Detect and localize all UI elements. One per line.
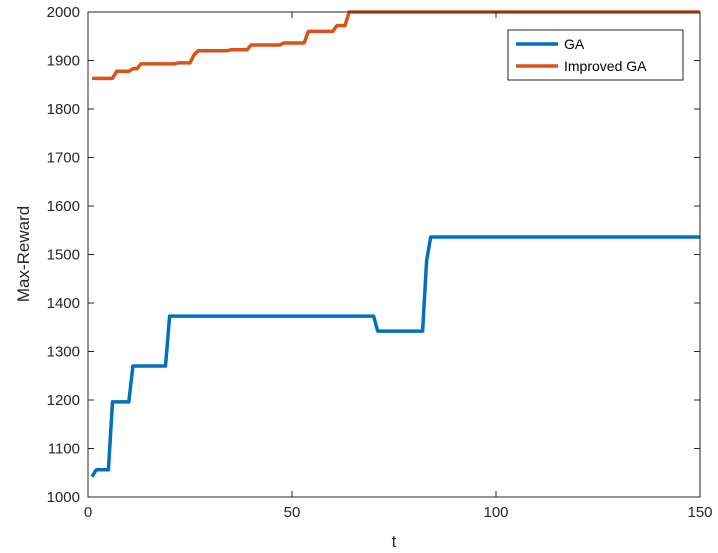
series-layer: [90, 10, 700, 478]
x-tick-label: 150: [687, 504, 712, 521]
x-tick-label: 100: [483, 504, 508, 521]
legend-label-0: GA: [564, 36, 585, 52]
y-tick-label: 1000: [47, 489, 80, 506]
y-tick-label: 1700: [47, 150, 80, 167]
y-tick-label: 1500: [47, 247, 80, 264]
y-tick-label: 1600: [47, 198, 80, 215]
series-line-0: [90, 235, 700, 478]
y-tick-label: 1200: [47, 392, 80, 409]
x-axis-title: t: [392, 532, 397, 551]
plot-area: [88, 12, 700, 497]
x-tick-label: 0: [84, 504, 92, 521]
y-tick-label: 1800: [47, 101, 80, 118]
y-tick-label: 1900: [47, 53, 80, 70]
y-tick-label: 1400: [47, 295, 80, 312]
y-tick-label: 1100: [48, 441, 80, 458]
legend: GA Improved GA: [507, 29, 684, 81]
legend-box: [507, 29, 684, 81]
tick-layer: 0 50 100 150 1000 1100 1200 1300 1400 1500 1600 170…: [47, 4, 713, 521]
y-tick-label: 1300: [47, 344, 80, 361]
x-tick-label: 50: [284, 504, 301, 521]
legend-label-1: Improved GA: [564, 58, 647, 74]
y-tick-label: 2000: [47, 4, 80, 21]
series-line-1: [92, 10, 700, 81]
y-axis-title: Max-Reward: [14, 206, 33, 302]
